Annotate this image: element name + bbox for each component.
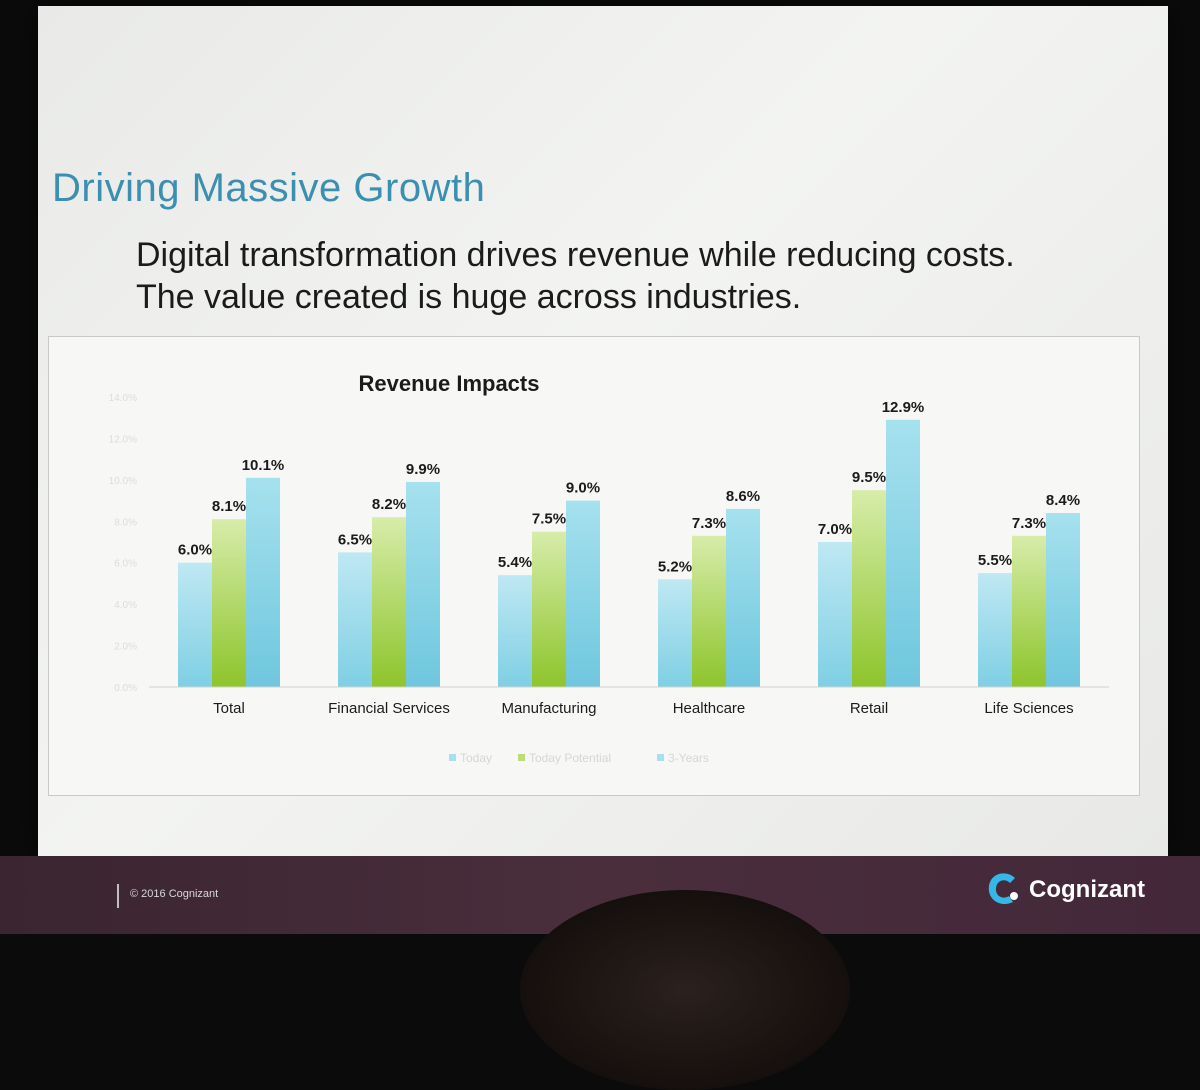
bar xyxy=(852,490,886,687)
category-label: Healthcare xyxy=(673,700,746,717)
data-label: 8.4% xyxy=(1046,492,1080,509)
bar xyxy=(498,575,532,687)
legend-swatch xyxy=(449,754,456,761)
data-label: 6.5% xyxy=(338,531,372,548)
data-label: 8.1% xyxy=(212,498,246,515)
data-label: 8.6% xyxy=(726,488,760,505)
presentation-slide: Driving Massive Growth Digital transform… xyxy=(38,6,1168,856)
category-label: Retail xyxy=(850,700,888,717)
brand-name: Cognizant xyxy=(1029,876,1145,903)
bar xyxy=(692,535,726,687)
legend-label: 3-Years xyxy=(668,751,709,765)
bar xyxy=(818,542,852,687)
bar xyxy=(178,562,212,687)
data-label: 9.0% xyxy=(566,480,600,497)
bar xyxy=(566,500,600,687)
bar xyxy=(372,517,406,687)
copyright-text: © 2016 Cognizant xyxy=(130,888,219,900)
data-label: 5.5% xyxy=(978,552,1012,569)
data-label: 5.4% xyxy=(498,554,532,571)
y-tick-label: 14.0% xyxy=(109,393,137,404)
data-label: 12.9% xyxy=(882,399,925,416)
slide-title: Driving Massive Growth xyxy=(52,166,486,210)
chart-frame: 0.0% 2.0% 4.0% 6.0% 8.0% 10.0% 12.0% 14.0% 6.0%… xyxy=(48,336,1140,796)
y-tick-label: 2.0% xyxy=(114,642,137,653)
category-label: Total xyxy=(213,700,245,717)
data-label: 5.2% xyxy=(658,558,692,575)
footer-divider xyxy=(117,884,119,908)
value-labels: 6.0% 8.1% 10.1% 6.5% 8.2% 9.9% 5.4% 7.5%9.0% 5.2… xyxy=(178,399,1080,576)
legend-swatch xyxy=(657,754,664,761)
y-axis-ticks: 0.0% 2.0% 4.0% 6.0% 8.0% 10.0% 12.0% 14.0% xyxy=(109,393,137,694)
y-tick-label: 8.0% xyxy=(114,517,137,528)
data-label: 7.3% xyxy=(692,515,726,532)
data-label: 6.0% xyxy=(178,542,212,559)
y-tick-label: 12.0% xyxy=(109,434,137,445)
legend-label: Today Potential xyxy=(529,751,611,765)
data-label: 9.9% xyxy=(406,461,440,478)
audience-silhouette xyxy=(520,890,850,1090)
bar xyxy=(532,531,566,687)
data-label: 7.3% xyxy=(1012,515,1046,532)
slide-subtitle: Digital transformation drives revenue wh… xyxy=(136,236,1015,316)
data-label: 8.2% xyxy=(372,496,406,513)
y-tick-label: 10.0% xyxy=(109,476,137,487)
cognizant-logo-icon xyxy=(988,873,1018,905)
brand-logo: Cognizant xyxy=(985,870,1145,910)
category-label: Life Sciences xyxy=(984,700,1073,717)
slide-footer: © 2016 Cognizant Cognizant xyxy=(0,856,1200,934)
bar xyxy=(246,477,280,687)
y-tick-label: 6.0% xyxy=(114,559,137,570)
category-label: Financial Services xyxy=(328,700,450,717)
bar xyxy=(658,579,692,687)
data-label: 7.0% xyxy=(818,521,852,538)
bar xyxy=(338,552,372,687)
category-label: Manufacturing xyxy=(501,700,596,717)
legend-label: Today xyxy=(460,751,492,765)
bar xyxy=(886,419,920,687)
chart-title: Revenue Impacts xyxy=(359,371,540,396)
chart-legend: Today Today Potential 3-Years xyxy=(449,751,709,765)
data-label: 9.5% xyxy=(852,469,886,486)
legend-swatch xyxy=(518,754,525,761)
bar-groups xyxy=(178,419,1080,687)
bar xyxy=(978,573,1012,687)
bar xyxy=(1046,513,1080,687)
data-label: 10.1% xyxy=(242,457,285,474)
data-label: 7.5% xyxy=(532,511,566,528)
bar xyxy=(212,519,246,687)
category-labels: Total Financial Services Manufacturing Heal… xyxy=(213,700,1073,717)
bar xyxy=(1012,535,1046,687)
y-tick-label: 0.0% xyxy=(114,683,137,694)
bar xyxy=(726,508,760,687)
bar xyxy=(406,481,440,687)
revenue-impacts-chart: 0.0% 2.0% 4.0% 6.0% 8.0% 10.0% 12.0% 14.0% 6.0%… xyxy=(109,371,1109,765)
y-tick-label: 4.0% xyxy=(114,600,137,611)
